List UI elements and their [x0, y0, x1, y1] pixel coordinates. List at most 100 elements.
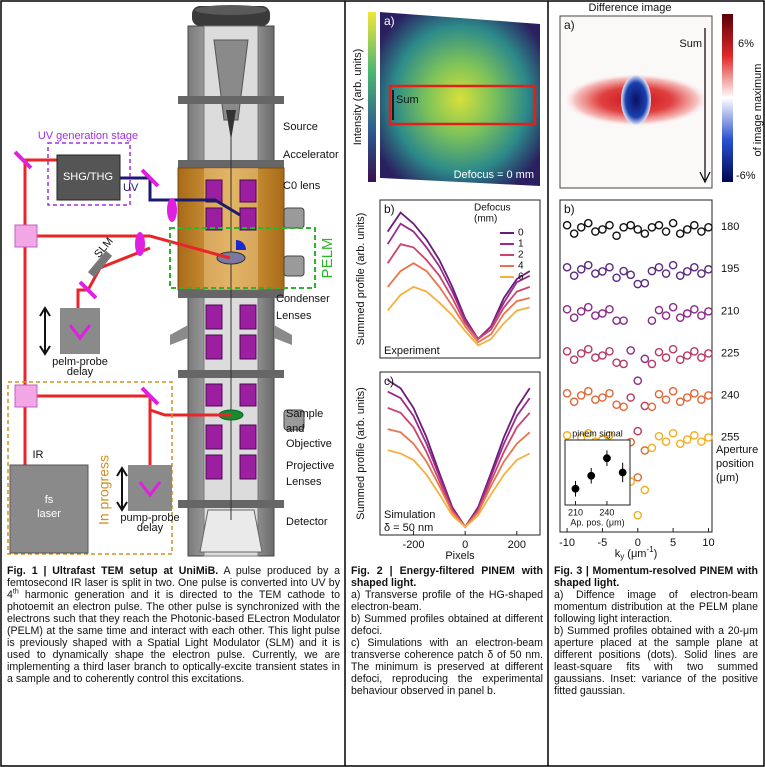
lens: [240, 180, 256, 202]
caption-body: a) Diffence image of electron-beam momen…: [554, 589, 758, 625]
x-tick-label: -5: [598, 537, 608, 549]
pump-path: [37, 396, 150, 470]
delay-arrow: [117, 468, 127, 510]
caption-body: c) Simulations with an electron-beam tra…: [351, 637, 543, 697]
lens: [206, 455, 222, 479]
colorbar: [722, 14, 733, 182]
legend-title: Aperture: [716, 444, 758, 456]
legend-title: position: [716, 458, 754, 470]
y-axis-label: Summed profile (arb. units): [355, 213, 367, 346]
colorbar-tick: 6%: [738, 38, 754, 50]
label: Objective: [286, 438, 332, 450]
caption-heading: Fig. 2 | Energy-filtered PINEM with shap…: [351, 565, 543, 589]
panel-label: b): [564, 202, 575, 216]
x-tick-label: -200: [403, 539, 425, 551]
sum-label: Sum: [396, 94, 419, 106]
label: In progress: [96, 455, 112, 525]
x-tick-label: 5: [670, 537, 676, 549]
data-point: [572, 486, 578, 492]
caption-body: a) Transverse profile of the HG-shaped e…: [351, 589, 543, 613]
label: and: [286, 423, 304, 435]
delay-arrow: [40, 308, 50, 354]
caption-heading: Fig. 1 | Ultrafast TEM setup at UniMiB.: [7, 565, 218, 577]
lens: [206, 425, 222, 449]
label: Lenses: [276, 310, 312, 322]
image-annotation: Defocus = 0 mm: [454, 169, 534, 181]
label: Source: [283, 121, 318, 133]
legend-label: 2: [518, 250, 524, 261]
colorbar-label: of image maximum: [752, 64, 764, 157]
panel-label: c): [384, 374, 394, 388]
series-label: 225: [721, 347, 739, 359]
lens: [240, 455, 256, 479]
data-point: [588, 473, 594, 479]
caption: Fig. 2 | Energy-filtered PINEM with shap…: [346, 562, 548, 765]
legend-label: 1: [518, 239, 524, 250]
caption-heading: Fig. 3 | Momentum-resolved PINEM with sh…: [554, 565, 758, 589]
caption-text: Fig. 1 | Ultrafast TEM setup at UniMiB. …: [7, 565, 340, 685]
label: Accelerator: [283, 149, 339, 161]
colorbar: [368, 12, 376, 182]
label: UV: [123, 182, 139, 194]
colorbar-label: Intensity (arb. units): [352, 49, 364, 146]
caption-text: Fig. 2 | Energy-filtered PINEM with shap…: [351, 565, 543, 697]
label: laser: [37, 508, 61, 520]
caption-body: b) Summed profiles obtained with a 20-μm…: [554, 625, 758, 697]
label: SLM: [92, 235, 116, 260]
caption-body: harmonic generation and it is directed t…: [7, 589, 340, 685]
x-tick-label: 210: [568, 507, 583, 517]
series-label: 195: [721, 263, 739, 275]
label: Sample: [286, 408, 323, 420]
pelm-delay-box: [60, 308, 100, 354]
x-axis-label: Ap. pos. (μm): [570, 517, 624, 527]
label: delay: [137, 522, 164, 534]
lens: [240, 425, 256, 449]
label: Detector: [286, 516, 328, 528]
label: C0 lens: [283, 180, 321, 192]
legend-title: Defocus: [474, 203, 511, 214]
panel-label: a): [564, 18, 575, 32]
label: delay: [67, 366, 94, 378]
x-tick-label: 240: [599, 507, 614, 517]
data-point: [619, 469, 625, 475]
series-label: 240: [721, 389, 739, 401]
annotation: δ = 50 nm: [384, 522, 433, 534]
flange: [178, 96, 284, 104]
lens: [240, 335, 256, 359]
legend-title: (μm): [716, 472, 739, 484]
label: Lenses: [286, 476, 322, 488]
lens: [206, 335, 222, 359]
port: [170, 325, 188, 345]
knob: [284, 256, 304, 276]
label: PELM: [319, 238, 336, 279]
label: Projective: [286, 460, 334, 472]
label: UV generation stage: [38, 130, 138, 142]
inset-title: pinem signal: [572, 428, 623, 438]
annotation: Experiment: [384, 345, 440, 357]
panel-label: b): [384, 202, 395, 216]
colorbar-tick: -6%: [736, 170, 756, 182]
label: SHG/THG: [63, 171, 113, 183]
panel-label: a): [384, 14, 395, 28]
column-cap-top: [195, 5, 267, 15]
beam-splitter: [15, 225, 37, 247]
series-label: 180: [721, 221, 739, 233]
x-axis-label: ky (μm-1): [615, 545, 658, 561]
lens: [240, 384, 256, 406]
x-axis-label: Pixels: [445, 550, 475, 562]
label: IR: [33, 449, 44, 461]
lens-optic: [167, 198, 177, 222]
page: UV generation stage SHG/THG UV SLM pelm-…: [0, 0, 765, 767]
lens: [206, 305, 222, 329]
data-point: [604, 455, 610, 461]
pump-delay-box: [128, 465, 172, 511]
tem-diagram: [8, 5, 315, 556]
x-tick-label: 10: [702, 537, 714, 549]
x-tick-label: 200: [508, 539, 526, 551]
lens: [206, 384, 222, 406]
knob: [284, 208, 304, 228]
lens: [240, 208, 256, 230]
lens: [206, 208, 222, 230]
y-axis-label: Summed profile (arb. units): [355, 387, 367, 520]
label: Condenser: [276, 293, 330, 305]
